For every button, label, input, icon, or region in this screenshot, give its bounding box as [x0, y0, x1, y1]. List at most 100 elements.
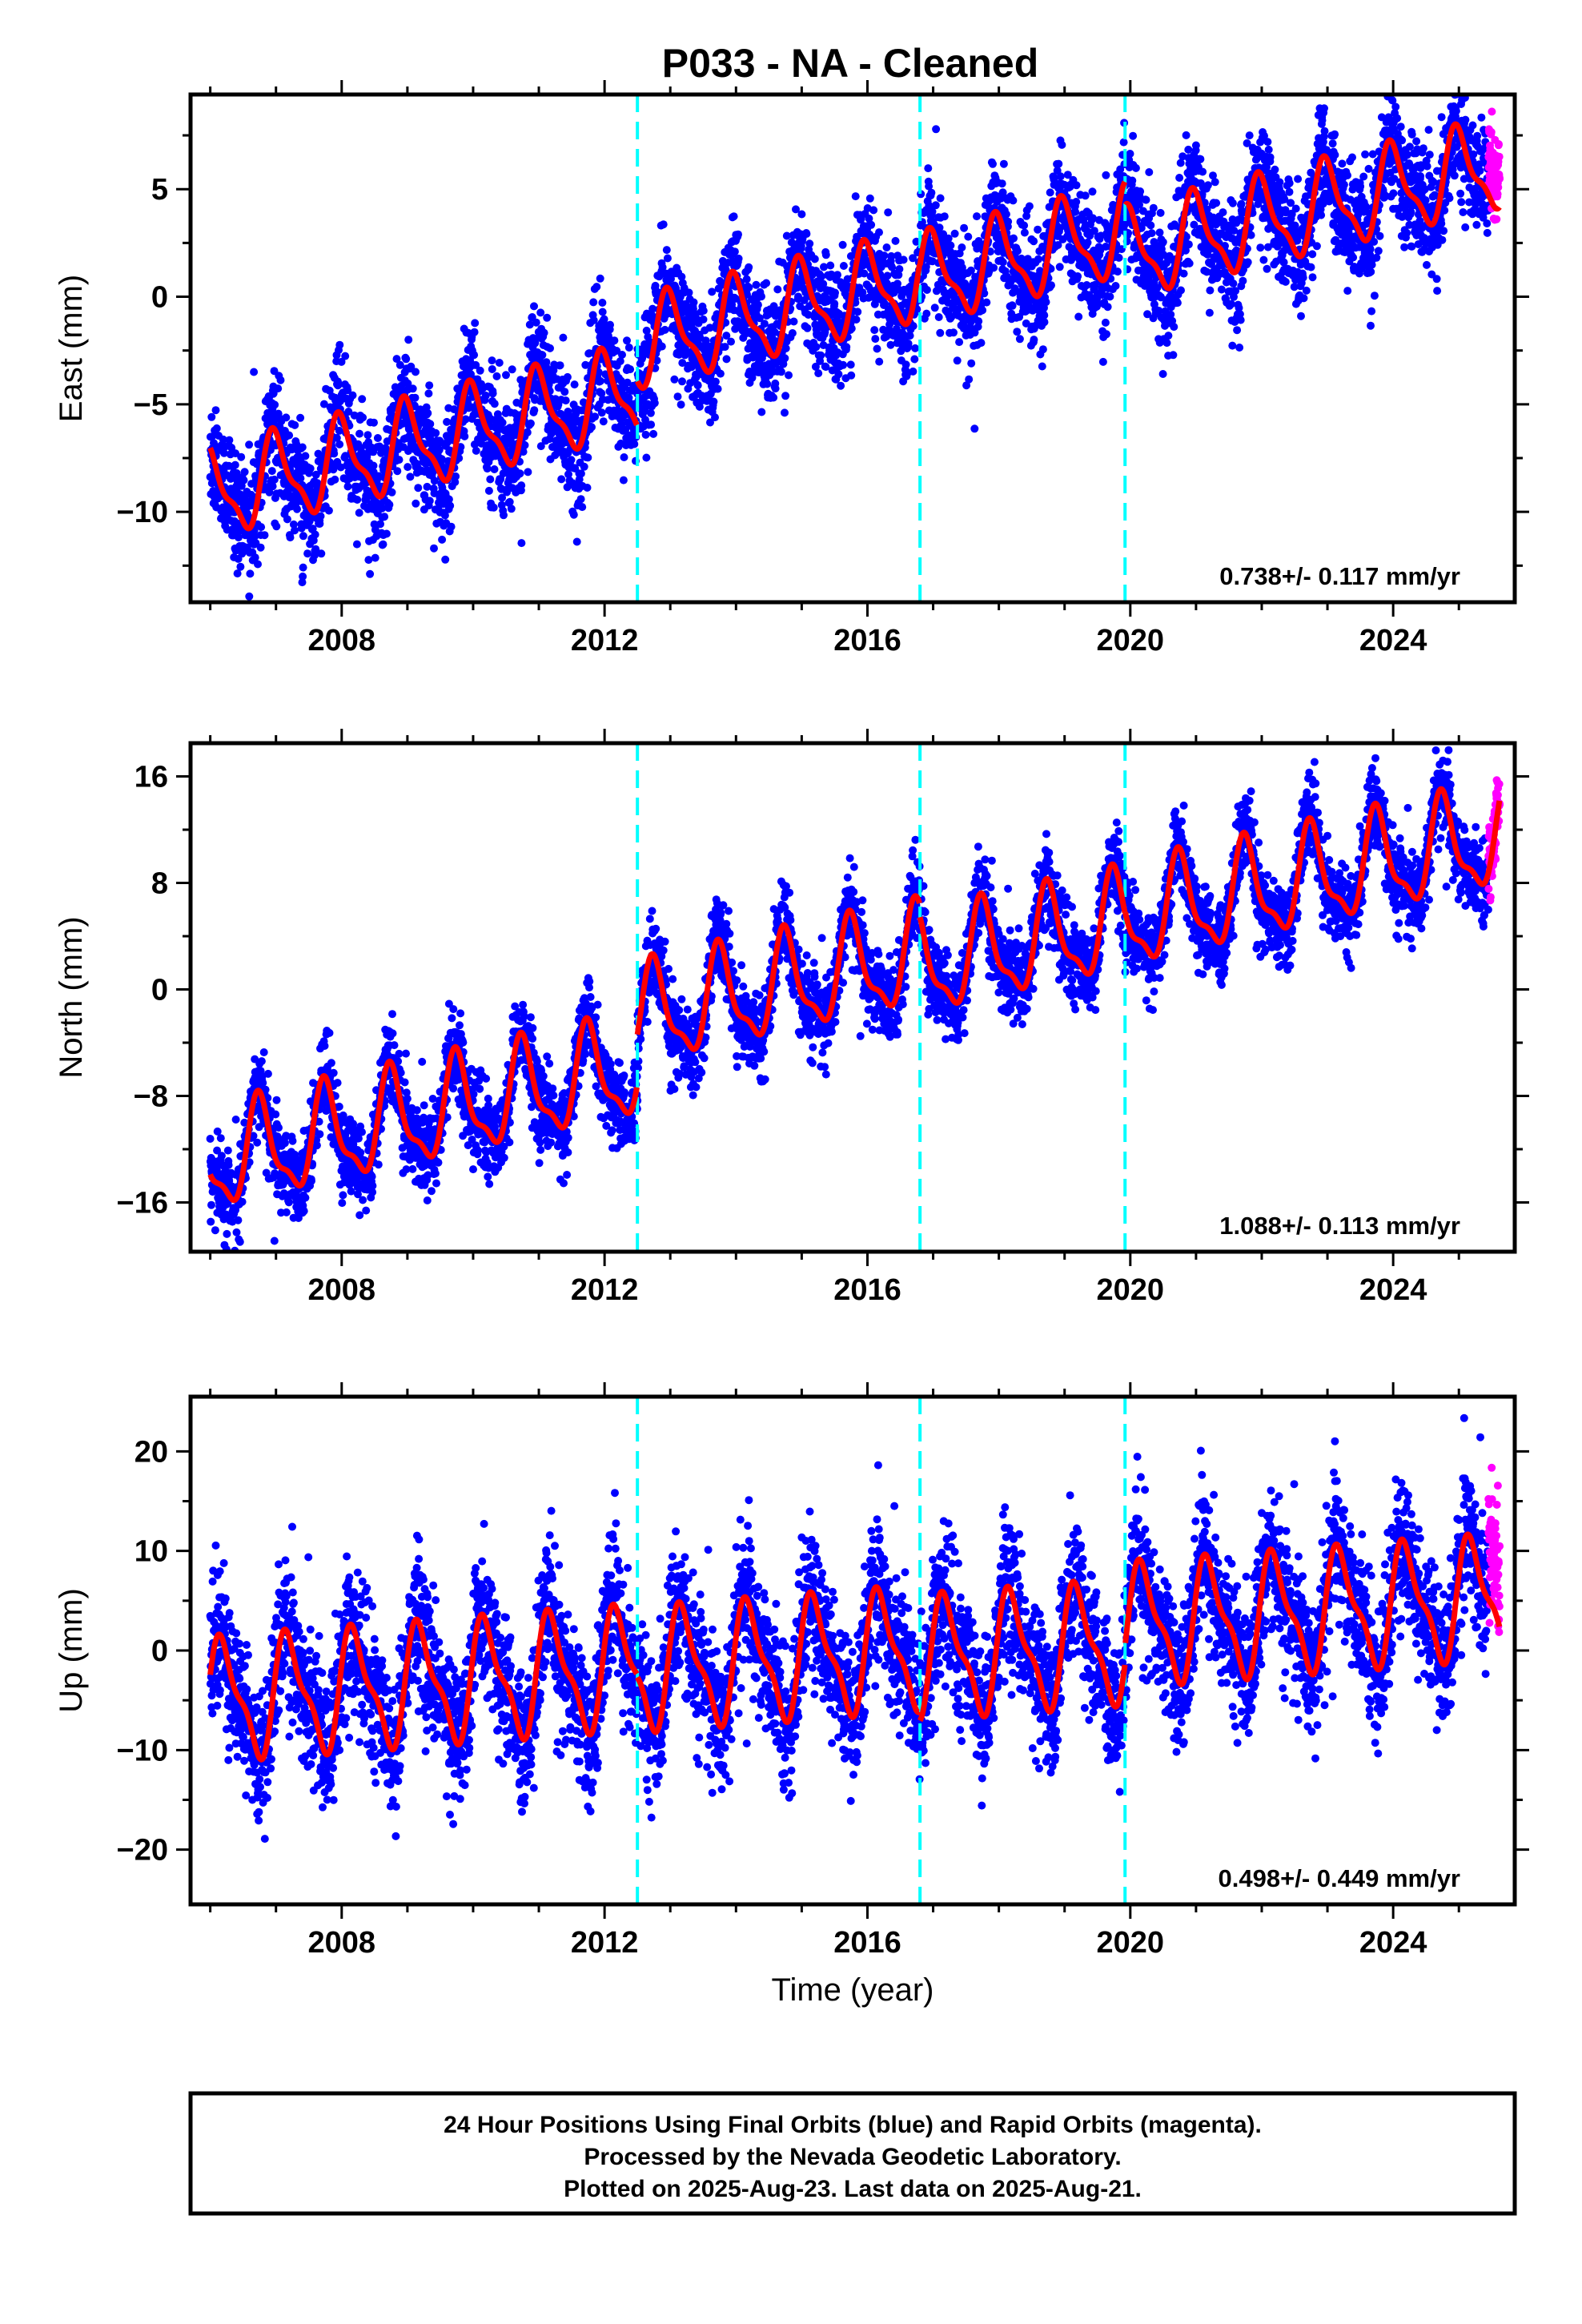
final-orbit-point [875, 228, 883, 237]
final-orbit-point [870, 326, 879, 335]
final-orbit-point [742, 275, 751, 283]
final-orbit-point [271, 400, 279, 409]
final-orbit-point [1128, 176, 1137, 185]
figure-title: P033 - NA - Cleaned [662, 41, 1039, 86]
final-orbit-point [1203, 181, 1212, 190]
final-orbit-point [1245, 131, 1254, 140]
final-orbit-point [880, 251, 889, 260]
final-orbit-point [274, 384, 283, 393]
final-orbit-point [1136, 187, 1145, 195]
final-orbit-point [1338, 159, 1347, 168]
final-orbit-point [930, 304, 939, 312]
final-orbit-point [212, 424, 221, 432]
final-orbit-point [245, 592, 254, 601]
final-orbit-point [236, 562, 245, 571]
final-orbit-point [924, 164, 933, 173]
final-orbit-point [1046, 188, 1054, 197]
final-orbit-point [245, 440, 254, 449]
final-orbit-point [523, 428, 532, 436]
final-orbit-point [572, 537, 581, 546]
final-orbit-point [1191, 141, 1200, 150]
final-orbit-point [598, 299, 607, 307]
final-orbit-point [950, 328, 958, 337]
final-orbit-point [709, 397, 718, 406]
final-orbit-point [251, 532, 259, 541]
final-orbit-point [598, 308, 607, 316]
final-orbit-point [559, 333, 568, 342]
final-orbit-point [438, 535, 447, 544]
final-orbit-point [414, 484, 423, 493]
final-orbit-point [982, 298, 991, 307]
final-orbit-point [842, 343, 851, 352]
final-orbit-point [998, 179, 1006, 188]
final-orbit-point [967, 359, 976, 368]
final-orbit-point [618, 351, 626, 359]
final-orbit-point [447, 522, 456, 531]
final-orbit-point [379, 540, 387, 549]
final-orbit-point [619, 476, 628, 485]
final-orbit-point [207, 412, 216, 421]
final-orbit-point [1146, 221, 1155, 230]
final-orbit-point [1169, 351, 1178, 360]
final-orbit-point [852, 316, 861, 324]
final-orbit-point [1247, 231, 1255, 239]
final-orbit-point [713, 384, 722, 393]
final-orbit-point [225, 436, 234, 444]
final-orbit-point [1008, 301, 1017, 310]
final-orbit-point [839, 262, 848, 270]
final-orbit-point [316, 512, 325, 521]
final-orbit-point [1142, 195, 1150, 204]
final-orbit-point [231, 449, 240, 458]
final-orbit-point [1162, 339, 1171, 348]
final-orbit-point [950, 229, 959, 238]
final-orbit-point [964, 232, 973, 241]
final-orbit-point [730, 247, 739, 256]
final-orbit-point [659, 220, 668, 229]
final-orbit-point [757, 408, 766, 416]
final-orbit-point [424, 408, 432, 417]
final-orbit-point [373, 434, 382, 442]
final-orbit-point [406, 472, 415, 481]
final-orbit-point [412, 499, 420, 508]
final-orbit-point [1343, 171, 1351, 179]
final-orbit-point [865, 194, 874, 203]
final-orbit-point [530, 302, 538, 311]
final-orbit-point [441, 555, 450, 564]
final-orbit-point [847, 371, 856, 380]
final-orbit-point [254, 560, 262, 569]
final-orbit-point [311, 530, 319, 539]
final-orbit-point [873, 344, 881, 353]
final-orbit-point [760, 320, 769, 328]
final-orbit-point [353, 496, 362, 504]
final-orbit-point [1072, 181, 1081, 190]
final-orbit-point [1101, 318, 1110, 327]
final-orbit-point [1111, 282, 1120, 290]
final-orbit-point [517, 539, 526, 548]
final-orbit-point [344, 408, 353, 416]
final-orbit-point [837, 381, 845, 390]
final-orbit-point [484, 486, 493, 495]
final-orbit-point [1071, 207, 1080, 216]
final-orbit-point [831, 288, 839, 297]
final-orbit-point [299, 532, 307, 541]
final-orbit-point [1056, 172, 1065, 181]
final-orbit-point [1308, 273, 1317, 282]
final-orbit-point [711, 377, 720, 386]
final-orbit-point [270, 475, 279, 484]
final-orbit-point [805, 239, 814, 248]
final-orbit-point [576, 495, 585, 504]
final-orbit-point [591, 412, 600, 421]
final-orbit-point [936, 194, 945, 203]
final-orbit-point [1155, 228, 1164, 237]
final-orbit-point [875, 357, 884, 366]
final-orbit-point [488, 356, 496, 365]
final-orbit-point [641, 430, 650, 439]
final-orbit-point [1264, 145, 1273, 154]
final-orbit-point [1106, 292, 1114, 301]
final-orbit-point [1004, 217, 1013, 226]
final-orbit-point [729, 212, 738, 221]
final-orbit-point [1294, 175, 1303, 183]
final-orbit-point [588, 423, 596, 432]
final-orbit-point [1102, 171, 1110, 179]
final-orbit-point [1034, 255, 1042, 263]
